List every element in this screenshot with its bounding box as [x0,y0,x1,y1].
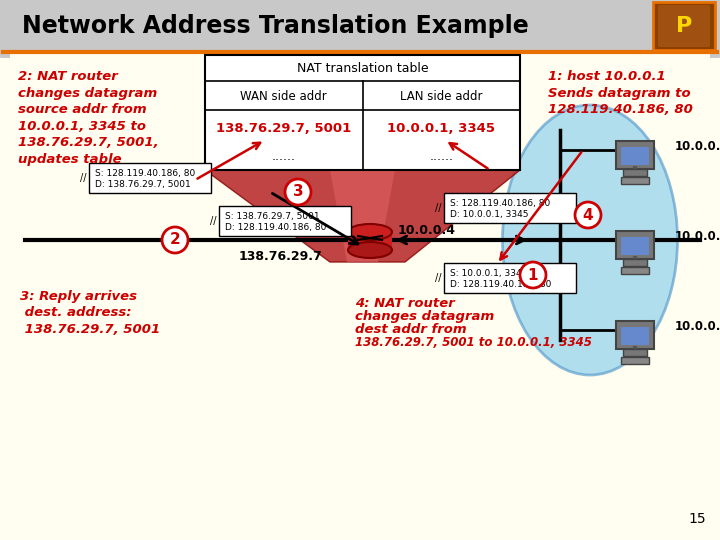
Circle shape [285,179,311,205]
FancyBboxPatch shape [444,263,576,293]
FancyBboxPatch shape [0,0,720,540]
Text: changes datagram: changes datagram [355,310,494,323]
Circle shape [520,262,546,288]
FancyBboxPatch shape [616,231,654,259]
FancyBboxPatch shape [616,141,654,169]
Polygon shape [330,170,395,262]
Ellipse shape [503,105,678,375]
Text: S: 128.119.40.186, 80: S: 128.119.40.186, 80 [95,169,195,178]
Text: 4: 4 [582,207,593,222]
Text: P: P [676,16,692,36]
FancyBboxPatch shape [621,267,649,274]
Text: WAN side addr: WAN side addr [240,91,327,104]
Text: 10.0.0.1, 3345: 10.0.0.1, 3345 [387,122,495,134]
Text: //: // [210,216,216,226]
Text: D: 10.0.0.1, 3345: D: 10.0.0.1, 3345 [450,210,528,219]
Text: D: 128.119.40.186, 80: D: 128.119.40.186, 80 [225,223,326,232]
FancyBboxPatch shape [621,147,649,165]
Text: 3: 3 [293,185,303,199]
FancyBboxPatch shape [623,259,647,266]
Text: 2: NAT router
changes datagram
source addr from
10.0.0.1, 3345 to
138.76.29.7, 5: 2: NAT router changes datagram source ad… [18,70,158,165]
FancyBboxPatch shape [0,0,720,58]
FancyBboxPatch shape [3,30,717,50]
FancyBboxPatch shape [653,2,715,50]
Text: 10.0.0.4: 10.0.0.4 [398,224,456,237]
FancyBboxPatch shape [205,55,520,170]
Text: 10.0.0.1: 10.0.0.1 [675,140,720,153]
Text: D: 138.76.29.7, 5001: D: 138.76.29.7, 5001 [95,180,191,189]
FancyBboxPatch shape [623,349,647,356]
Text: 10.0.0.3: 10.0.0.3 [675,321,720,334]
FancyBboxPatch shape [616,321,654,349]
Text: 138.76.29.7: 138.76.29.7 [238,250,322,263]
FancyBboxPatch shape [89,163,211,193]
FancyBboxPatch shape [10,54,710,532]
FancyBboxPatch shape [444,193,576,223]
Text: LAN side addr: LAN side addr [400,91,482,104]
Text: //: // [435,203,441,213]
Text: S: 138.76.29.7, 5001: S: 138.76.29.7, 5001 [225,212,320,221]
Text: 1: 1 [528,267,539,282]
Text: 4: NAT router: 4: NAT router [355,297,455,310]
Circle shape [162,227,188,253]
Text: 15: 15 [688,512,706,526]
Text: //: // [80,173,86,183]
FancyBboxPatch shape [348,232,392,250]
Ellipse shape [348,242,392,258]
Text: //: // [435,273,441,283]
Text: dest addr from: dest addr from [355,323,467,336]
Text: 138.76.29.7, 5001: 138.76.29.7, 5001 [216,122,351,134]
FancyBboxPatch shape [658,5,710,47]
Text: ......: ...... [271,150,296,163]
Text: ......: ...... [429,150,454,163]
FancyBboxPatch shape [219,206,351,236]
Text: 2: 2 [170,233,181,247]
Text: S: 128.119.40.186, 80: S: 128.119.40.186, 80 [450,199,550,208]
FancyBboxPatch shape [621,237,649,255]
Text: 138.76.29.7, 5001 to 10.0.0.1, 3345: 138.76.29.7, 5001 to 10.0.0.1, 3345 [355,336,592,349]
Text: 1: host 10.0.0.1
Sends datagram to
128.119.40.186, 80: 1: host 10.0.0.1 Sends datagram to 128.1… [548,70,693,116]
Ellipse shape [348,224,392,240]
Polygon shape [205,170,520,262]
FancyBboxPatch shape [621,327,649,345]
Text: 10.0.0.2: 10.0.0.2 [675,231,720,244]
Circle shape [575,202,601,228]
Text: D: 128.119.40.186, 80: D: 128.119.40.186, 80 [450,280,552,289]
Text: Network Address Translation Example: Network Address Translation Example [22,14,528,38]
Text: 3: Reply arrives
 dest. address:
 138.76.29.7, 5001: 3: Reply arrives dest. address: 138.76.2… [20,290,161,336]
Text: NAT translation table: NAT translation table [297,62,428,75]
FancyBboxPatch shape [621,177,649,184]
Text: S: 10.0.0.1, 3345: S: 10.0.0.1, 3345 [450,269,527,278]
FancyBboxPatch shape [621,357,649,364]
FancyBboxPatch shape [623,169,647,176]
